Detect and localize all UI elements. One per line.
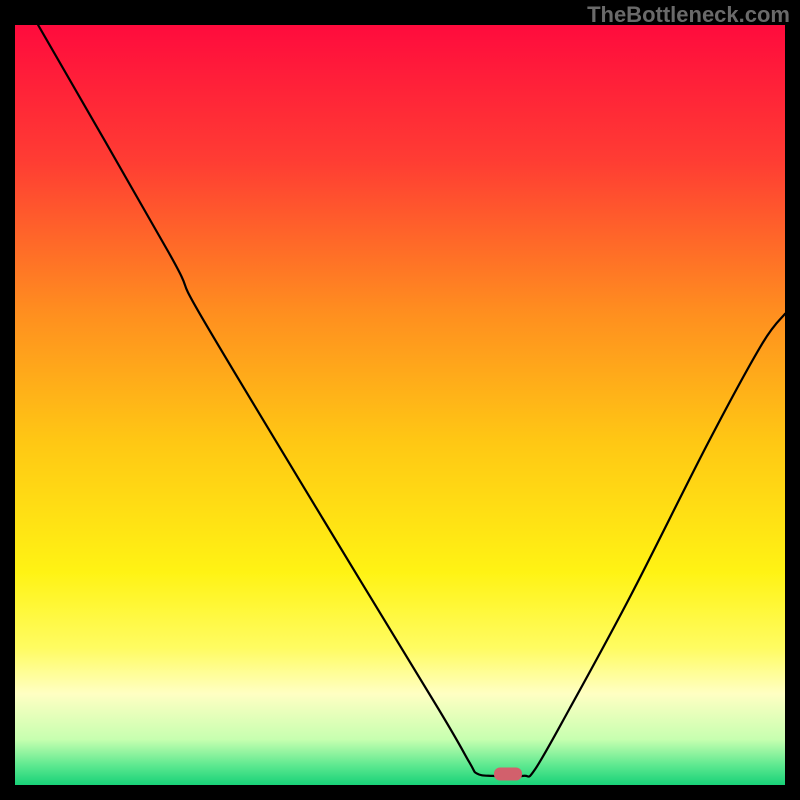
plot-svg — [15, 25, 785, 785]
indicator-marker — [494, 768, 522, 781]
watermark-text: TheBottleneck.com — [587, 2, 790, 28]
gradient-background — [15, 25, 785, 785]
chart-frame: TheBottleneck.com — [0, 0, 800, 800]
plot-area — [15, 25, 785, 785]
